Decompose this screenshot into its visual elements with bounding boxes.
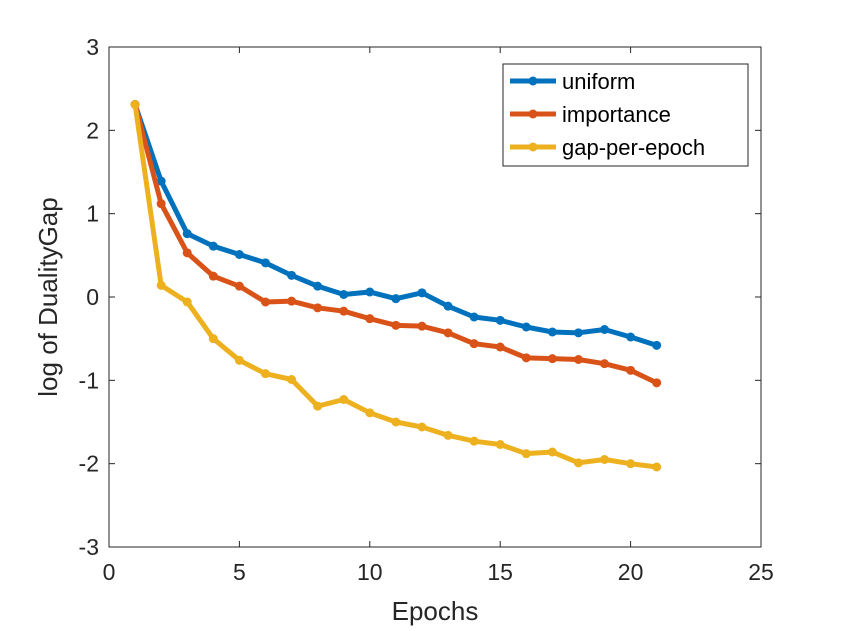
data-point-importance bbox=[234, 281, 244, 291]
data-point-uniform bbox=[287, 270, 297, 280]
data-point-gap-per-epoch bbox=[391, 417, 401, 427]
y-tick-label: -2 bbox=[79, 451, 99, 477]
data-point-uniform bbox=[573, 328, 583, 338]
data-point-gap-per-epoch bbox=[156, 280, 166, 290]
data-point-importance bbox=[156, 199, 166, 209]
data-point-importance bbox=[339, 306, 349, 316]
data-point-importance bbox=[313, 303, 323, 313]
data-point-uniform bbox=[313, 281, 323, 291]
data-point-uniform bbox=[547, 327, 557, 337]
data-point-gap-per-epoch bbox=[652, 462, 662, 472]
data-point-uniform bbox=[417, 288, 427, 298]
data-point-importance bbox=[287, 296, 297, 306]
x-tick-label: 10 bbox=[357, 559, 383, 585]
data-point-gap-per-epoch bbox=[182, 297, 192, 307]
data-point-gap-per-epoch bbox=[313, 401, 323, 411]
data-point-gap-per-epoch bbox=[130, 100, 140, 109]
data-point-gap-per-epoch bbox=[339, 395, 349, 404]
legend-label: uniform bbox=[562, 69, 635, 94]
data-point-importance bbox=[600, 359, 610, 369]
x-tick-label: 15 bbox=[487, 559, 513, 585]
series-gap-per-epoch bbox=[130, 100, 662, 472]
x-tick-label: 0 bbox=[103, 559, 116, 585]
data-point-gap-per-epoch bbox=[573, 458, 583, 468]
legend-label: gap-per-epoch bbox=[562, 135, 705, 160]
y-tick-label: -3 bbox=[79, 534, 99, 560]
y-tick-label: 0 bbox=[86, 284, 99, 310]
legend-label: importance bbox=[562, 102, 671, 127]
data-point-uniform bbox=[391, 294, 401, 304]
data-point-importance bbox=[626, 365, 636, 375]
data-point-gap-per-epoch bbox=[600, 455, 610, 464]
data-point-gap-per-epoch bbox=[208, 334, 218, 344]
legend-swatch-marker bbox=[528, 142, 538, 152]
data-point-importance bbox=[573, 355, 583, 364]
legend-swatch-marker bbox=[528, 76, 538, 86]
y-tick-label: -1 bbox=[79, 367, 99, 393]
data-point-uniform bbox=[469, 312, 479, 322]
data-point-uniform bbox=[626, 332, 636, 342]
x-tick-label: 5 bbox=[233, 559, 246, 585]
data-point-gap-per-epoch bbox=[365, 408, 375, 418]
data-point-importance bbox=[521, 353, 531, 363]
data-point-uniform bbox=[365, 287, 375, 297]
data-point-gap-per-epoch bbox=[287, 375, 297, 384]
legend-swatch-marker bbox=[528, 109, 538, 119]
data-point-importance bbox=[469, 339, 479, 349]
data-point-uniform bbox=[600, 325, 610, 334]
data-point-importance bbox=[365, 314, 375, 324]
data-point-uniform bbox=[208, 241, 218, 251]
y-axis-label: log of DualityGap bbox=[33, 197, 63, 396]
y-tick-label: 1 bbox=[86, 201, 99, 227]
data-point-importance bbox=[391, 320, 401, 330]
data-point-gap-per-epoch bbox=[495, 440, 505, 449]
data-point-gap-per-epoch bbox=[260, 369, 270, 379]
data-point-gap-per-epoch bbox=[234, 355, 244, 365]
data-point-importance bbox=[547, 354, 557, 364]
data-point-uniform bbox=[234, 250, 244, 259]
data-point-importance bbox=[652, 378, 662, 388]
data-point-importance bbox=[208, 271, 218, 281]
data-point-gap-per-epoch bbox=[521, 449, 531, 459]
data-point-importance bbox=[182, 248, 192, 258]
y-tick-label: 2 bbox=[86, 117, 99, 143]
legend: uniform importance gap-per-epoch bbox=[502, 63, 749, 167]
data-point-uniform bbox=[260, 258, 270, 268]
x-axis-label: Epochs bbox=[392, 596, 479, 626]
data-point-uniform bbox=[521, 322, 531, 332]
series-importance bbox=[130, 100, 662, 388]
data-point-importance bbox=[443, 328, 453, 338]
data-point-gap-per-epoch bbox=[547, 447, 557, 457]
data-point-uniform bbox=[443, 301, 453, 311]
data-point-uniform bbox=[156, 176, 166, 186]
data-point-uniform bbox=[182, 229, 192, 239]
y-tick-label: 3 bbox=[86, 34, 99, 60]
data-point-importance bbox=[495, 342, 505, 352]
data-point-importance bbox=[417, 321, 427, 331]
data-point-uniform bbox=[339, 290, 349, 299]
x-tick-label: 25 bbox=[748, 559, 774, 585]
data-point-gap-per-epoch bbox=[443, 430, 453, 440]
data-point-importance bbox=[260, 297, 270, 307]
data-point-uniform bbox=[652, 340, 662, 350]
data-point-uniform bbox=[495, 315, 505, 325]
data-point-gap-per-epoch bbox=[469, 436, 479, 446]
x-tick-label: 20 bbox=[618, 559, 644, 585]
data-point-gap-per-epoch bbox=[417, 422, 427, 432]
data-point-gap-per-epoch bbox=[626, 459, 636, 469]
